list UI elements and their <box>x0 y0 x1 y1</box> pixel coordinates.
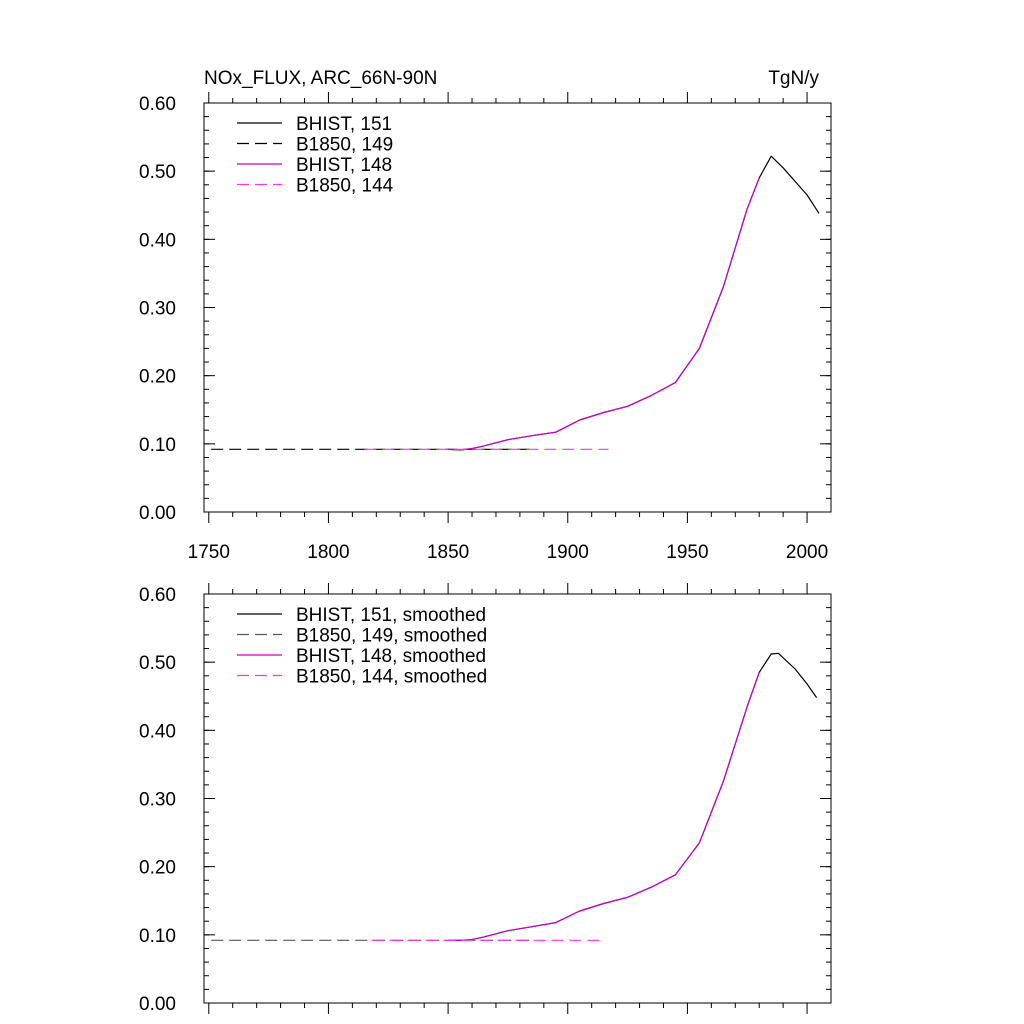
x-tick-label: 1900 <box>547 542 589 563</box>
y-tick-label: 0.30 <box>139 299 176 320</box>
legend-label: B1850, 144, smoothed <box>296 667 487 688</box>
y-tick-label: 0.00 <box>139 503 176 524</box>
y-tick-label: 0.50 <box>139 653 176 674</box>
series-line <box>448 177 760 451</box>
series-line <box>448 672 760 941</box>
top-panel: 0.00 0.10 0.20 0.30 0.40 0.50 0.60 1750 1800 1850… <box>139 92 832 563</box>
y-tick-label: 0.60 <box>139 94 176 115</box>
y-tick-label: 0.10 <box>139 926 176 947</box>
legend-label: B1850, 144 <box>296 176 394 197</box>
legend-label: BHIST, 148 <box>296 155 392 176</box>
y-tick-label: 0.50 <box>139 162 176 183</box>
y-tick-label: 0.30 <box>139 790 176 811</box>
chart-title: NOx_FLUX, ARC_66N-90N <box>204 68 437 89</box>
legend-label: BHIST, 151 <box>296 114 392 135</box>
series-line <box>448 652 818 941</box>
units-label: TgN/y <box>768 68 819 89</box>
x-tick-label: 2000 <box>786 542 828 563</box>
legend-label: BHIST, 151, smoothed <box>296 605 486 626</box>
x-tick-label: 1750 <box>188 542 230 563</box>
x-tick-label: 1850 <box>427 542 469 563</box>
series-line <box>448 155 820 451</box>
x-tick-label: 1950 <box>666 542 708 563</box>
y-tick-label: 0.60 <box>139 585 176 606</box>
y-tick-label: 0.40 <box>139 721 176 742</box>
y-tick-label: 0.00 <box>139 994 176 1015</box>
legend-label: B1850, 149 <box>296 135 393 156</box>
bottom-panel: 0.00 0.10 0.20 0.30 0.40 0.50 0.60 BHIST, 151, … <box>139 583 832 1015</box>
y-tick-label: 0.20 <box>139 858 176 879</box>
legend-label: BHIST, 148, smoothed <box>296 646 486 667</box>
x-tick-label: 1800 <box>307 542 349 563</box>
legend-label: B1850, 149, smoothed <box>296 626 487 647</box>
y-tick-label: 0.40 <box>139 230 176 251</box>
y-tick-label: 0.10 <box>139 435 176 456</box>
y-tick-label: 0.20 <box>139 367 176 388</box>
